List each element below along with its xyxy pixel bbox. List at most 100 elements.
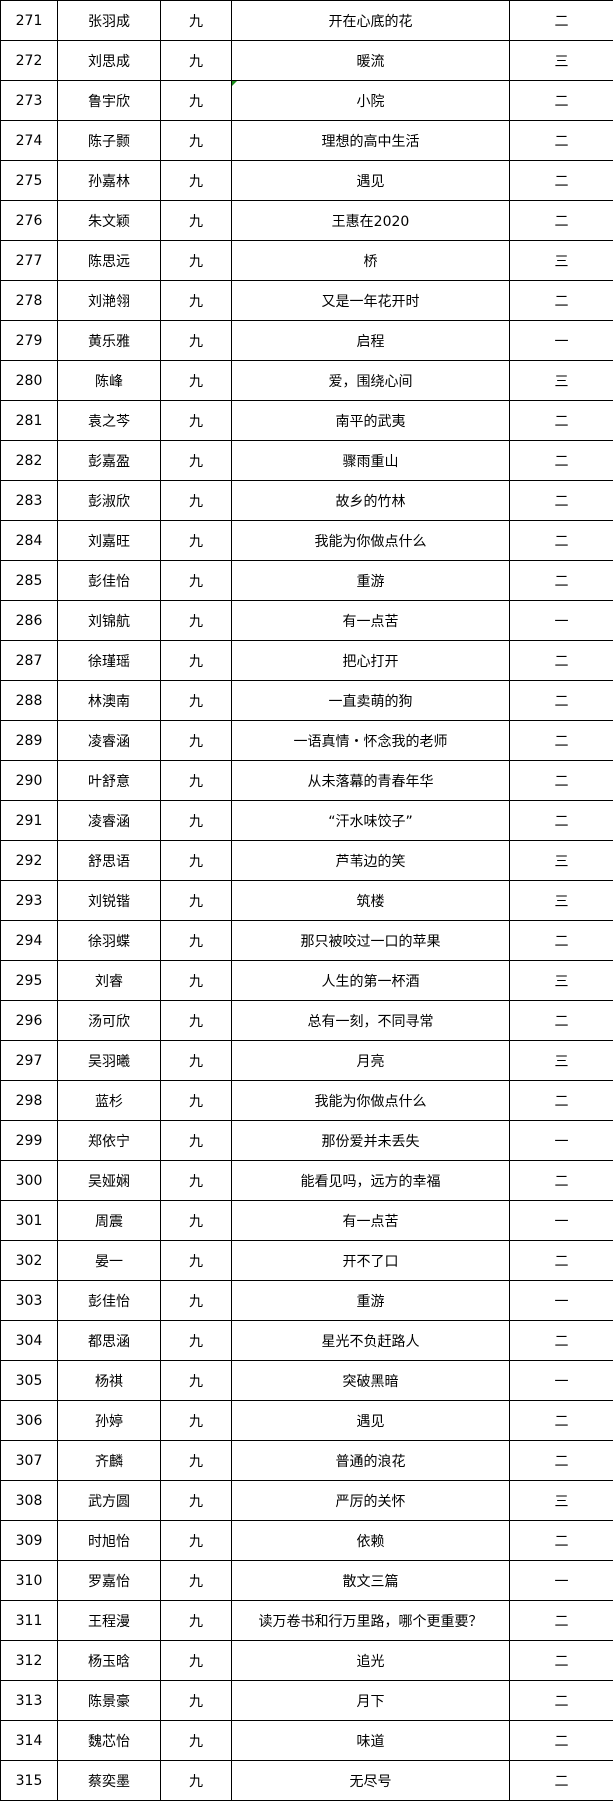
grade-cell[interactable]: 九 [160,520,232,561]
award-level-cell[interactable]: 二 [509,1080,613,1121]
essay-title-cell[interactable]: 追光 [231,1640,510,1681]
award-level-cell[interactable]: 二 [509,520,613,561]
grade-cell[interactable]: 九 [160,1640,232,1681]
essay-title-cell[interactable]: 爱，围绕心间 [231,360,510,401]
award-level-cell[interactable]: 二 [509,1160,613,1201]
row-number-cell[interactable]: 285 [0,560,58,601]
row-number-cell[interactable]: 275 [0,160,58,201]
grade-cell[interactable]: 九 [160,1240,232,1281]
essay-title-cell[interactable]: 小院 [231,80,510,121]
essay-title-cell[interactable]: 依赖 [231,1520,510,1561]
award-level-cell[interactable]: 二 [509,1520,613,1561]
essay-title-cell[interactable]: 开在心底的花 [231,0,510,41]
award-level-cell[interactable]: 二 [509,800,613,841]
grade-cell[interactable]: 九 [160,560,232,601]
award-level-cell[interactable]: 三 [509,1040,613,1081]
essay-title-cell[interactable]: 王惠在2020 [231,200,510,241]
essay-title-cell[interactable]: 理想的高中生活 [231,120,510,161]
row-number-cell[interactable]: 276 [0,200,58,241]
award-level-cell[interactable]: 二 [509,80,613,121]
award-level-cell[interactable]: 一 [509,1200,613,1241]
grade-cell[interactable]: 九 [160,1720,232,1761]
essay-title-cell[interactable]: 遇见 [231,1400,510,1441]
student-name-cell[interactable]: 齐麟 [57,1440,161,1481]
award-level-cell[interactable]: 三 [509,1480,613,1521]
student-name-cell[interactable]: 陈峰 [57,360,161,401]
award-level-cell[interactable]: 三 [509,840,613,881]
grade-cell[interactable]: 九 [160,480,232,521]
student-name-cell[interactable]: 彭嘉盈 [57,440,161,481]
student-name-cell[interactable]: 陈子颢 [57,120,161,161]
essay-title-cell[interactable]: 严厉的关怀 [231,1480,510,1521]
student-name-cell[interactable]: 周震 [57,1200,161,1241]
essay-title-cell[interactable]: 筑楼 [231,880,510,921]
row-number-cell[interactable]: 304 [0,1320,58,1361]
row-number-cell[interactable]: 314 [0,1720,58,1761]
grade-cell[interactable]: 九 [160,1040,232,1081]
student-name-cell[interactable]: 蓝杉 [57,1080,161,1121]
grade-cell[interactable]: 九 [160,160,232,201]
student-name-cell[interactable]: 刘睿 [57,960,161,1001]
student-name-cell[interactable]: 刘嘉旺 [57,520,161,561]
student-name-cell[interactable]: 徐羽蝶 [57,920,161,961]
essay-title-cell[interactable]: 有一点苦 [231,600,510,641]
award-level-cell[interactable]: 二 [509,560,613,601]
grade-cell[interactable]: 九 [160,400,232,441]
grade-cell[interactable]: 九 [160,1760,232,1801]
student-name-cell[interactable]: 刘滟翎 [57,280,161,321]
essay-title-cell[interactable]: 把心打开 [231,640,510,681]
award-level-cell[interactable]: 二 [509,1640,613,1681]
essay-title-cell[interactable]: 遇见 [231,160,510,201]
essay-title-cell[interactable]: 暖流 [231,40,510,81]
row-number-cell[interactable]: 311 [0,1600,58,1641]
student-name-cell[interactable]: 彭佳怡 [57,560,161,601]
grade-cell[interactable]: 九 [160,1680,232,1721]
essay-title-cell[interactable]: 一语真情・怀念我的老师 [231,720,510,761]
grade-cell[interactable]: 九 [160,800,232,841]
grade-cell[interactable]: 九 [160,1440,232,1481]
student-name-cell[interactable]: 郑依宁 [57,1120,161,1161]
student-name-cell[interactable]: 魏芯怡 [57,1720,161,1761]
grade-cell[interactable]: 九 [160,280,232,321]
essay-title-cell[interactable]: 开不了口 [231,1240,510,1281]
row-number-cell[interactable]: 277 [0,240,58,281]
essay-title-cell[interactable]: 突破黑暗 [231,1360,510,1401]
student-name-cell[interactable]: 刘锦航 [57,600,161,641]
row-number-cell[interactable]: 273 [0,80,58,121]
grade-cell[interactable]: 九 [160,1080,232,1121]
row-number-cell[interactable]: 303 [0,1280,58,1321]
student-name-cell[interactable]: 杨玉晗 [57,1640,161,1681]
grade-cell[interactable]: 九 [160,680,232,721]
row-number-cell[interactable]: 305 [0,1360,58,1401]
row-number-cell[interactable]: 299 [0,1120,58,1161]
student-name-cell[interactable]: 徐瑾瑶 [57,640,161,681]
essay-title-cell[interactable]: 又是一年花开时 [231,280,510,321]
award-level-cell[interactable]: 二 [509,640,613,681]
award-level-cell[interactable]: 二 [509,1440,613,1481]
student-name-cell[interactable]: 舒思语 [57,840,161,881]
student-name-cell[interactable]: 武方圆 [57,1480,161,1521]
grade-cell[interactable]: 九 [160,1320,232,1361]
grade-cell[interactable]: 九 [160,440,232,481]
student-name-cell[interactable]: 鲁宇欣 [57,80,161,121]
student-name-cell[interactable]: 林澳南 [57,680,161,721]
award-level-cell[interactable]: 一 [509,1560,613,1601]
award-level-cell[interactable]: 二 [509,1320,613,1361]
row-number-cell[interactable]: 280 [0,360,58,401]
row-number-cell[interactable]: 296 [0,1000,58,1041]
essay-title-cell[interactable]: 重游 [231,1280,510,1321]
row-number-cell[interactable]: 300 [0,1160,58,1201]
grade-cell[interactable]: 九 [160,1360,232,1401]
grade-cell[interactable]: 九 [160,1520,232,1561]
grade-cell[interactable]: 九 [160,1120,232,1161]
essay-title-cell[interactable]: 桥 [231,240,510,281]
essay-title-cell[interactable]: 味道 [231,1720,510,1761]
grade-cell[interactable]: 九 [160,640,232,681]
award-level-cell[interactable]: 二 [509,120,613,161]
award-level-cell[interactable]: 三 [509,960,613,1001]
row-number-cell[interactable]: 301 [0,1200,58,1241]
student-name-cell[interactable]: 都思涵 [57,1320,161,1361]
award-level-cell[interactable]: 三 [509,880,613,921]
row-number-cell[interactable]: 271 [0,0,58,41]
student-name-cell[interactable]: 吴羽曦 [57,1040,161,1081]
